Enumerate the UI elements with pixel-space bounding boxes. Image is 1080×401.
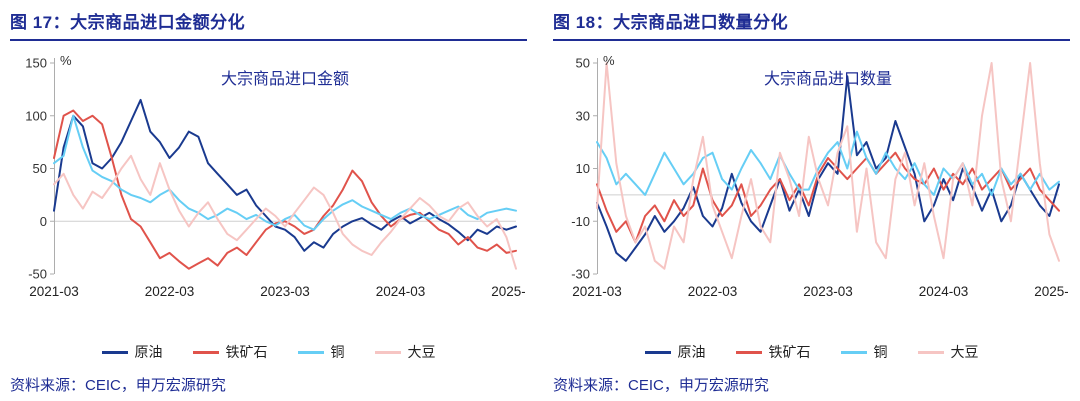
legend-item-iron-ore: 铁矿石 bbox=[735, 342, 811, 362]
series-line-soybean bbox=[596, 62, 1060, 270]
x-tick-label: 2021-03 bbox=[572, 284, 622, 299]
figure-18: 图 18：大宗商品进口数量分化 50 30 10 -10 -30 2021-03 2022-… bbox=[553, 6, 1070, 397]
y-axis-unit-label: % bbox=[60, 53, 72, 68]
figure-title: 图 17：大宗商品进口金额分化 bbox=[10, 13, 246, 32]
y-axis-unit-label: % bbox=[603, 53, 615, 68]
legend-item-copper: 铜 bbox=[297, 342, 345, 362]
series-line-iron-ore bbox=[596, 151, 1060, 244]
legend-label-soybean: 大豆 bbox=[407, 344, 436, 360]
legend-label-soybean: 大豆 bbox=[950, 344, 979, 360]
y-tick-label: 50 bbox=[576, 56, 590, 71]
legend-item-iron-ore: 铁矿石 bbox=[192, 342, 268, 362]
x-tick-label: 2022-03 bbox=[688, 284, 738, 299]
legend-swatch-soybean bbox=[374, 350, 401, 354]
legend-swatch-crude-oil bbox=[101, 350, 128, 354]
y-tick-label: 150 bbox=[25, 56, 47, 71]
x-tick-label: 2022-03 bbox=[145, 284, 195, 299]
x-tick-label: 2025-03 bbox=[491, 284, 525, 299]
figure-title: 图 18：大宗商品进口数量分化 bbox=[553, 13, 789, 32]
y-tick-label: 10 bbox=[576, 161, 590, 176]
x-tick-label: 2023-03 bbox=[260, 284, 310, 299]
legend-item-crude-oil: 原油 bbox=[644, 342, 706, 362]
y-tick-label: 30 bbox=[576, 108, 590, 123]
legend-swatch-iron-ore bbox=[735, 350, 762, 354]
chart-canvas: 150 100 50 0 -50 2021-03 2022-03 2023-03 2024-03… bbox=[25, 56, 525, 300]
legend-item-crude-oil: 原油 bbox=[101, 342, 163, 362]
series-line-soybean bbox=[53, 154, 517, 270]
legend-label-copper: 铜 bbox=[873, 344, 888, 360]
chart-import-value: 150 100 50 0 -50 2021-03 2022-03 2023-03 2024-03… bbox=[10, 45, 525, 330]
x-tick-label: 2024-03 bbox=[919, 284, 969, 299]
legend-swatch-copper bbox=[840, 350, 867, 354]
legend-label-iron-ore: 铁矿石 bbox=[225, 344, 268, 360]
legend-swatch-crude-oil bbox=[644, 350, 671, 354]
y-tick-label: 0 bbox=[40, 214, 47, 229]
series-line-iron-ore bbox=[53, 109, 517, 270]
legend-item-soybean: 大豆 bbox=[374, 342, 436, 362]
y-tick-label: -50 bbox=[28, 267, 47, 282]
series-line-crude-oil bbox=[596, 75, 1060, 262]
x-tick-label: 2024-03 bbox=[376, 284, 426, 299]
legend: 原油 铁矿石 铜 大豆 bbox=[553, 342, 1070, 362]
title-rule bbox=[10, 39, 527, 41]
x-tick-label: 2023-03 bbox=[803, 284, 853, 299]
y-tick-label: -30 bbox=[571, 267, 590, 282]
y-tick-label: 100 bbox=[25, 108, 47, 123]
x-tick-label: 2025-03 bbox=[1034, 284, 1068, 299]
legend-item-copper: 铜 bbox=[840, 342, 888, 362]
legend-swatch-iron-ore bbox=[192, 350, 219, 354]
legend-label-copper: 铜 bbox=[330, 344, 345, 360]
series-line-copper bbox=[596, 130, 1060, 196]
title-rule bbox=[553, 39, 1070, 41]
legend-label-crude-oil: 原油 bbox=[677, 344, 706, 360]
legend-swatch-soybean bbox=[917, 350, 944, 354]
chart-canvas: 50 30 10 -10 -30 2021-03 2022-03 2023-03 2024-03… bbox=[571, 56, 1068, 300]
figure-17: 图 17：大宗商品进口金额分化 150 100 50 0 -50 2021-03 2022-… bbox=[10, 6, 527, 397]
legend-label-crude-oil: 原油 bbox=[134, 344, 163, 360]
source-note: 资料来源：CEIC，申万宏源研究 bbox=[10, 377, 226, 394]
legend: 原油 铁矿石 铜 大豆 bbox=[10, 342, 527, 362]
x-tick-label: 2021-03 bbox=[29, 284, 79, 299]
legend-swatch-copper bbox=[297, 350, 324, 354]
series-line-crude-oil bbox=[53, 98, 517, 252]
y-tick-label: 50 bbox=[33, 161, 47, 176]
legend-label-iron-ore: 铁矿石 bbox=[768, 344, 811, 360]
y-tick-label: -10 bbox=[571, 214, 590, 229]
series-line-copper bbox=[53, 114, 517, 231]
source-note: 资料来源：CEIC，申万宏源研究 bbox=[553, 377, 769, 394]
legend-item-soybean: 大豆 bbox=[917, 342, 979, 362]
chart-import-quantity: 50 30 10 -10 -30 2021-03 2022-03 2023-03 2024-03… bbox=[553, 45, 1068, 330]
